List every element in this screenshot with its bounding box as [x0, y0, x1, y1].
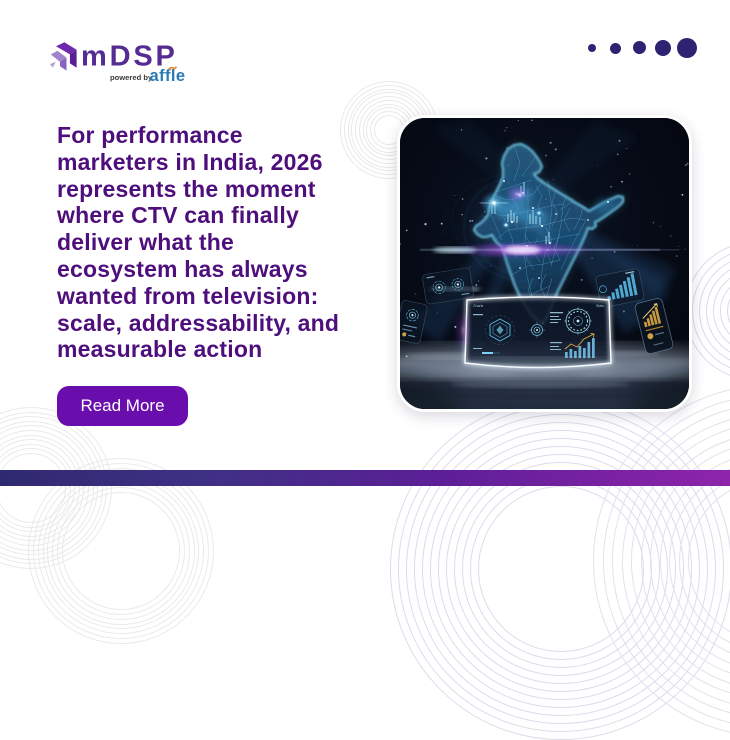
- svg-text:mDSP: mDSP: [81, 41, 178, 73]
- svg-text:Charts: Charts: [473, 304, 484, 308]
- svg-text:affle: affle: [150, 67, 186, 85]
- svg-text:Stats: Stats: [596, 304, 604, 308]
- svg-text:powered by: powered by: [110, 73, 153, 82]
